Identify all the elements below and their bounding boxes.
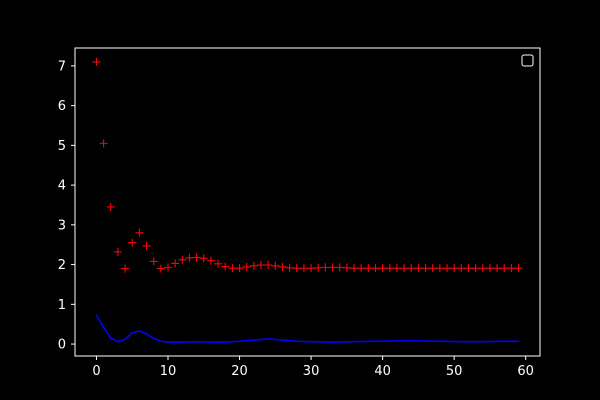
data-point bbox=[314, 263, 323, 272]
data-point bbox=[428, 264, 437, 273]
data-point bbox=[307, 264, 316, 273]
y-tick-label: 1 bbox=[58, 298, 66, 313]
data-point bbox=[142, 241, 151, 250]
data-point bbox=[514, 264, 523, 273]
data-point bbox=[471, 264, 480, 273]
x-tick-label: 60 bbox=[517, 364, 534, 379]
data-point bbox=[192, 253, 201, 262]
data-point bbox=[106, 202, 115, 211]
x-tick-label: 20 bbox=[231, 364, 248, 379]
data-point bbox=[350, 264, 358, 273]
data-point bbox=[228, 264, 237, 273]
data-point bbox=[485, 264, 494, 273]
data-point bbox=[164, 263, 172, 272]
data-point bbox=[414, 264, 423, 273]
legend-box bbox=[521, 54, 534, 67]
data-point bbox=[156, 264, 165, 273]
x-tick-label: 40 bbox=[374, 364, 391, 379]
y-tick-label: 7 bbox=[58, 59, 66, 74]
data-point bbox=[328, 263, 337, 272]
data-point bbox=[371, 264, 380, 273]
data-point bbox=[500, 264, 509, 273]
data-point bbox=[392, 264, 401, 273]
x-tick-label: 30 bbox=[303, 364, 320, 379]
data-point bbox=[493, 264, 502, 273]
plot-frame bbox=[74, 47, 541, 357]
data-point bbox=[292, 264, 301, 273]
y-tick-label: 2 bbox=[58, 258, 66, 273]
data-point bbox=[478, 264, 487, 273]
data-point bbox=[99, 139, 108, 148]
data-point bbox=[178, 255, 187, 264]
data-point bbox=[342, 263, 351, 272]
data-point bbox=[242, 262, 251, 271]
data-point bbox=[214, 259, 223, 268]
y-tick-label: 5 bbox=[58, 139, 66, 154]
y-tick-label: 4 bbox=[58, 179, 66, 194]
data-point bbox=[121, 264, 130, 273]
data-point bbox=[278, 262, 287, 271]
data-point bbox=[299, 264, 308, 273]
data-point bbox=[92, 57, 101, 66]
data-point bbox=[421, 264, 430, 273]
y-tick-label: 3 bbox=[58, 218, 66, 233]
data-point bbox=[113, 247, 122, 256]
y-tick-label: 6 bbox=[58, 99, 66, 114]
data-point bbox=[400, 264, 409, 273]
x-tick-label: 10 bbox=[160, 364, 177, 379]
data-point bbox=[249, 261, 258, 270]
data-point bbox=[507, 264, 516, 273]
data-point bbox=[264, 260, 273, 269]
data-point bbox=[285, 263, 294, 272]
data-point bbox=[171, 259, 180, 268]
data-point bbox=[335, 263, 344, 272]
data-point bbox=[221, 262, 230, 271]
x-tick-label: 50 bbox=[446, 364, 463, 379]
data-point bbox=[435, 264, 444, 273]
data-point bbox=[321, 263, 330, 272]
data-point bbox=[199, 254, 208, 263]
data-point bbox=[128, 238, 137, 247]
data-point bbox=[364, 264, 373, 273]
data-point bbox=[407, 264, 416, 273]
data-point bbox=[257, 260, 265, 269]
y-tick-label: 0 bbox=[58, 338, 66, 353]
data-point bbox=[457, 264, 466, 273]
series-line bbox=[95, 314, 520, 343]
data-point bbox=[464, 264, 473, 273]
x-tick-label: 0 bbox=[92, 364, 100, 379]
data-point bbox=[357, 264, 366, 273]
data-point bbox=[443, 264, 451, 273]
data-point bbox=[271, 261, 280, 270]
data-point bbox=[385, 264, 394, 273]
data-point bbox=[450, 264, 459, 273]
data-point bbox=[185, 253, 194, 262]
data-point bbox=[135, 228, 144, 237]
data-point bbox=[206, 256, 215, 265]
data-point bbox=[235, 264, 244, 273]
data-point bbox=[378, 264, 387, 273]
data-point bbox=[149, 257, 158, 266]
